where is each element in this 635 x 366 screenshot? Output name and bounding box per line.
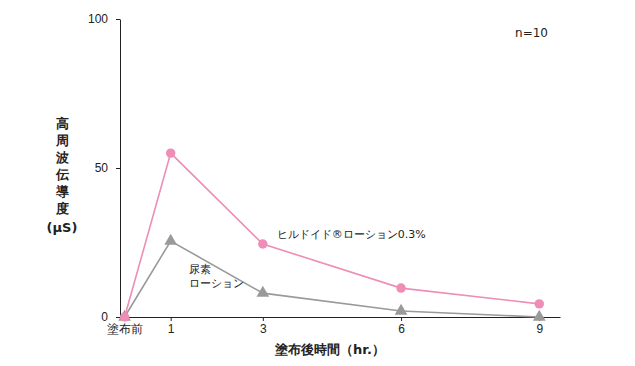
marker: [256, 286, 269, 297]
series-line: [125, 153, 540, 317]
tick-mark: [171, 317, 172, 321]
y-axis: 0 50 100: [88, 12, 121, 324]
tick: 100: [88, 12, 120, 26]
annotation: n=10: [515, 26, 548, 40]
tick-label: 塗布前: [107, 322, 143, 336]
tick-label: 0: [101, 310, 108, 324]
tick: 1: [168, 317, 175, 336]
marker: [396, 283, 405, 292]
series-label: ヒルドイド®ローション0.3%: [277, 228, 426, 241]
tick-label: 3: [260, 322, 267, 336]
tick-mark: [116, 19, 120, 20]
marker: [120, 312, 129, 321]
series-line: [125, 241, 540, 317]
tick: 0: [101, 310, 120, 324]
tick-label: 6: [398, 322, 405, 336]
tick-mark: [263, 317, 264, 321]
tick: 50: [95, 161, 120, 175]
plot-area: [118, 148, 545, 321]
tick: 3: [260, 317, 267, 336]
tick-mark: [116, 168, 120, 169]
y-axis-title: 高周波伝導度(μS): [47, 116, 78, 235]
marker: [166, 148, 175, 157]
tick-label: 9: [536, 322, 543, 336]
axis-line: [120, 20, 121, 318]
tick-label: 1: [168, 322, 175, 336]
tick-label: 50: [95, 161, 109, 175]
marker: [258, 239, 267, 248]
tick-mark: [116, 317, 120, 318]
axis-line: [121, 317, 561, 318]
tick-label: 100: [88, 12, 108, 26]
chart: 塗布前 1 3 6 9 0 50 100 塗布後時間（hr.） 高周波伝導度(μS) n=10 ヒルド…: [0, 0, 635, 366]
marker: [533, 310, 546, 321]
marker: [395, 304, 408, 315]
x-axis-title: 塗布後時間（hr.）: [274, 342, 385, 357]
tick-mark: [401, 317, 402, 321]
marker: [164, 234, 177, 245]
series-label: 尿素ローション: [189, 263, 244, 290]
tick: 6: [398, 317, 405, 336]
x-axis: 塗布前 1 3 6 9: [107, 317, 560, 336]
marker: [535, 299, 544, 308]
